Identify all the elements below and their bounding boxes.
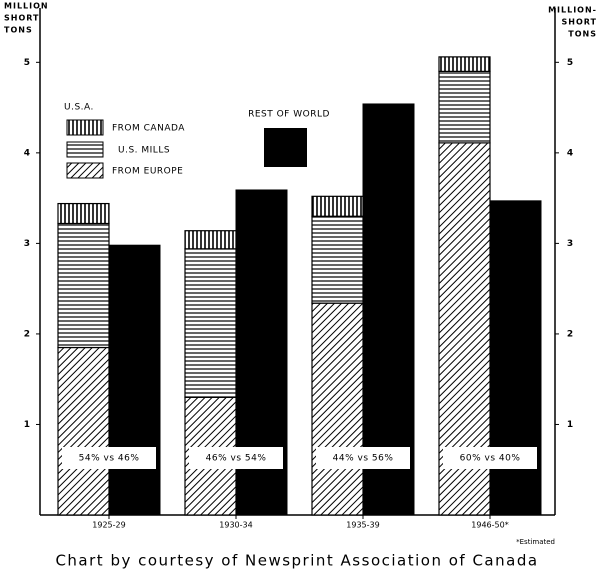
bar-segment — [57, 222, 110, 349]
y2-tick-label: 4 — [567, 148, 573, 158]
bar-segment — [184, 230, 237, 250]
y2-tick-label: 3 — [567, 239, 573, 249]
y2-tick-label: 2 — [567, 329, 573, 339]
plot: MILLION SHORT TONS MILLION- SHORT TONS 1 2 3 4 5 1 2… — [4, 2, 597, 570]
legend-swatch — [66, 119, 104, 136]
legend-label: REST OF WORLD — [248, 110, 330, 120]
y2-axis-label: MILLION- — [548, 6, 597, 15]
y-axis-label: SHORT — [4, 14, 40, 23]
y2-tick-label: 5 — [567, 58, 573, 68]
y-tick-label: 5 — [24, 58, 30, 68]
bar-segment — [438, 56, 491, 72]
bar-segment — [311, 195, 364, 217]
y-axis-label: TONS — [4, 26, 33, 35]
legend-title: U.S.A. — [64, 103, 94, 113]
legend-label: U.S. MILLS — [118, 146, 170, 156]
y-tick-label: 4 — [24, 148, 30, 158]
note-box — [62, 447, 156, 469]
category-note: 46% vs 54% — [206, 454, 267, 464]
bar-segment — [311, 215, 364, 304]
caption: Chart by courtesy of Newsprint Associati… — [55, 552, 538, 570]
legend-swatch — [66, 162, 104, 179]
y2-tick-label: 1 — [567, 420, 573, 430]
y2-axis-label: SHORT — [561, 18, 597, 27]
y-tick-label: 2 — [24, 329, 30, 339]
legend-swatch — [66, 141, 104, 158]
note-box — [189, 447, 283, 469]
x-tick-label: 1925-29 — [92, 521, 125, 530]
category-note: 44% vs 56% — [333, 454, 394, 464]
bar-segment — [57, 202, 110, 225]
footnote: *Estimated — [516, 538, 555, 546]
bar — [108, 244, 161, 516]
bar-segment — [184, 248, 237, 398]
x-tick-label: 1946-50* — [471, 521, 508, 530]
bar-segment — [311, 302, 364, 516]
note-box — [316, 447, 410, 469]
category-note: 60% vs 40% — [460, 454, 521, 464]
x-tick-label: 1935-39 — [346, 521, 379, 530]
x-tick-label: 1930-34 — [219, 521, 252, 530]
category-note: 54% vs 46% — [79, 454, 140, 464]
legend-swatch — [264, 128, 307, 167]
legend-label: FROM EUROPE — [112, 167, 183, 177]
legend-label: FROM CANADA — [112, 124, 185, 134]
note-box — [443, 447, 537, 469]
bar-segment — [438, 70, 491, 144]
bar-segment — [57, 346, 110, 516]
y-tick-label: 1 — [24, 420, 30, 430]
y-tick-label: 3 — [24, 239, 30, 249]
bar — [362, 103, 415, 516]
y2-axis-label: TONS — [568, 30, 597, 39]
y-axis-label: MILLION — [4, 2, 49, 11]
